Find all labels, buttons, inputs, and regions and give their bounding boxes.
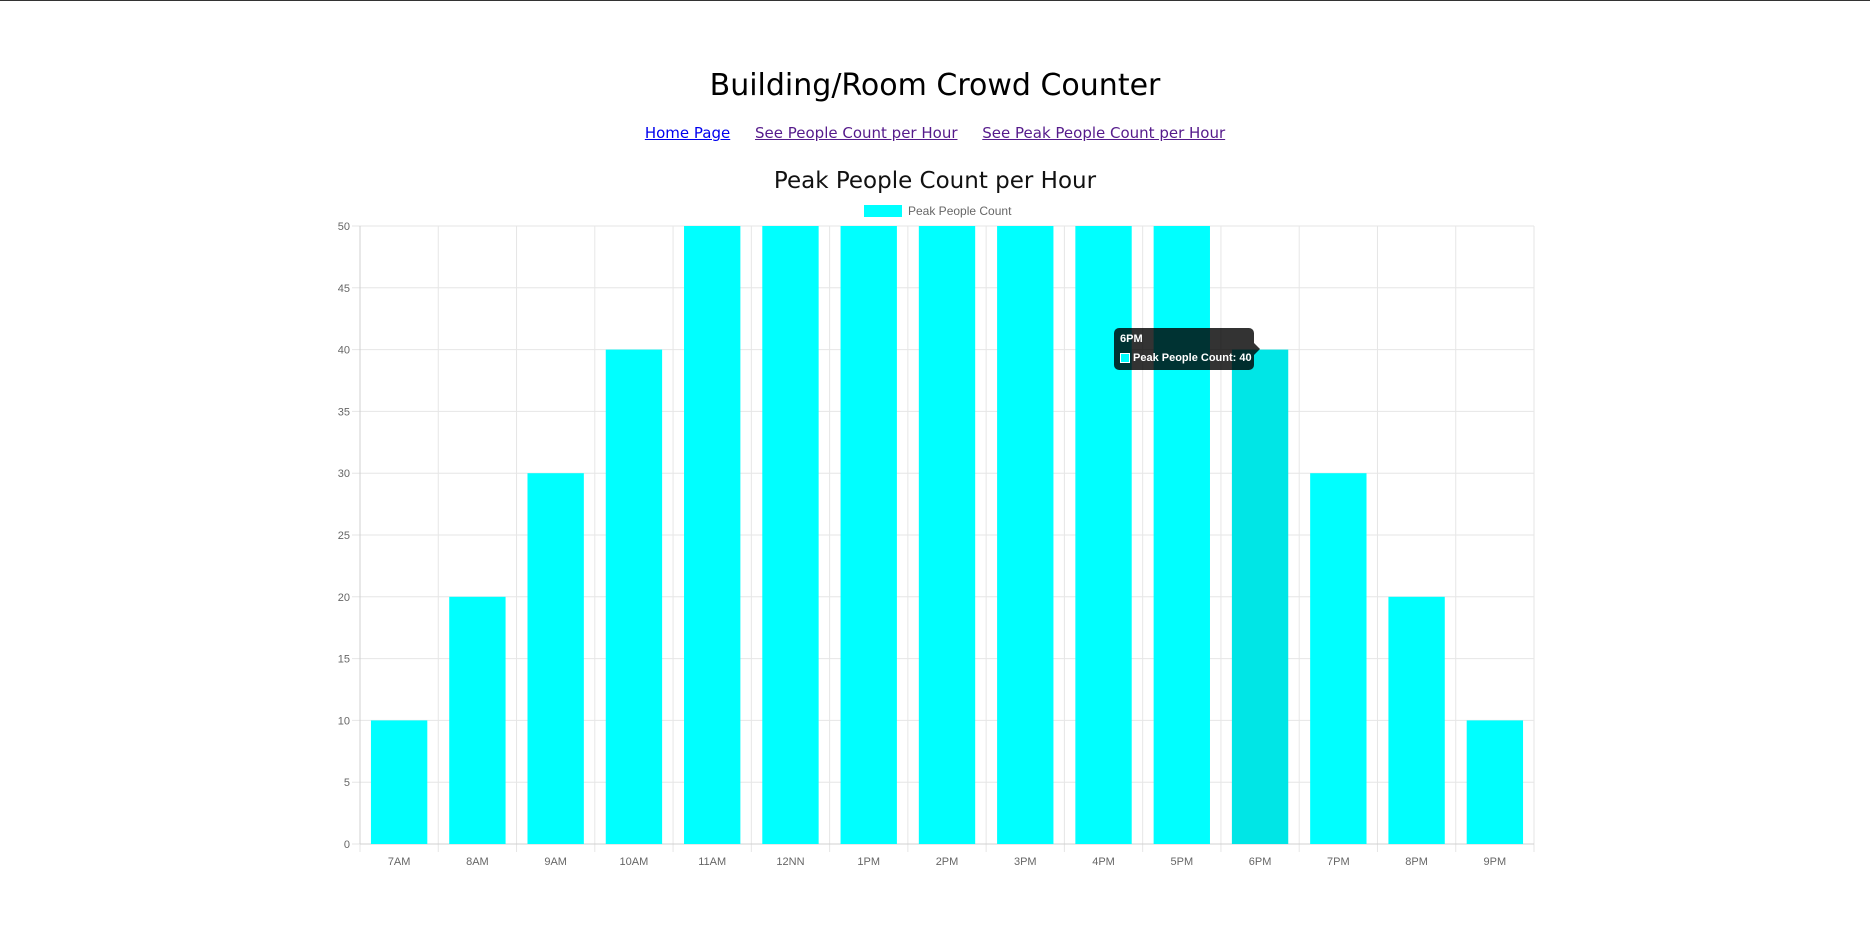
bar-11am (684, 226, 741, 844)
page-title: Building/Room Crowd Counter (709, 68, 1161, 103)
y-tick-label: 50 (338, 221, 350, 233)
bar-9am (527, 473, 584, 844)
chart-title: Peak People Count per Hour (773, 168, 1097, 194)
y-tick-label: 30 (338, 468, 350, 480)
x-tick-label: 8AM (466, 856, 489, 868)
legend-swatch (864, 205, 902, 217)
x-tick-label: 4PM (1092, 856, 1115, 868)
y-tick-label: 15 (338, 654, 350, 666)
bar-9pm (1466, 720, 1524, 844)
bar-1pm (840, 226, 897, 844)
bar-10am (605, 349, 663, 844)
tooltip-swatch (1120, 353, 1130, 363)
y-tick-label: 0 (344, 839, 350, 851)
y-tick-label: 35 (338, 406, 350, 418)
x-tick-label: 9AM (544, 856, 567, 868)
top-border (0, 0, 1870, 1)
x-tick-label: 7PM (1327, 856, 1350, 868)
x-tick-label: 9PM (1484, 856, 1507, 868)
bar-4pm (1075, 226, 1132, 844)
y-tick-label: 40 (338, 345, 350, 357)
legend-label: Peak People Count (908, 204, 1012, 218)
nav-link-people-count[interactable]: See People Count per Hour (755, 124, 958, 142)
x-tick-label: 10AM (620, 856, 649, 868)
x-tick-label: 3PM (1014, 856, 1037, 868)
x-tick-label: 5PM (1170, 856, 1193, 868)
x-tick-label: 6PM (1249, 856, 1272, 868)
tooltip-label: Peak People Count: 40 (1133, 352, 1252, 364)
x-tick-label: 11AM (698, 856, 726, 868)
y-tick-label: 10 (338, 715, 350, 727)
x-tick-label: 1PM (857, 856, 880, 868)
bar-8pm (1388, 596, 1445, 844)
bar-7pm (1310, 473, 1367, 844)
bar-7am (370, 720, 428, 844)
chart-tooltip: 6PM Peak People Count: 40 (1114, 328, 1260, 370)
x-tick-label: 7AM (388, 856, 411, 868)
y-tick-label: 25 (338, 530, 350, 542)
nav-link-peak-people-count[interactable]: See Peak People Count per Hour (982, 124, 1226, 142)
tooltip-row: Peak People Count: 40 (1120, 352, 1252, 364)
y-tick-label: 5 (344, 777, 350, 789)
x-tick-label: 2PM (936, 856, 959, 868)
tooltip-title: 6PM (1120, 333, 1143, 345)
bar-12nn (762, 226, 819, 844)
nav-links: Home Page See People Count per Hour See … (0, 124, 1870, 142)
bar-5pm (1153, 226, 1210, 844)
bar-8am (449, 596, 506, 844)
nav-link-home[interactable]: Home Page (644, 124, 731, 142)
bar-6pm (1231, 349, 1289, 844)
x-tick-label: 12NN (776, 856, 804, 868)
y-tick-label: 20 (338, 592, 350, 604)
y-tick-label: 45 (338, 283, 350, 295)
bar-2pm (918, 226, 976, 844)
bar-3pm (997, 226, 1054, 844)
chart-legend[interactable]: Peak People Count (864, 204, 1011, 218)
x-tick-label: 8PM (1405, 856, 1428, 868)
